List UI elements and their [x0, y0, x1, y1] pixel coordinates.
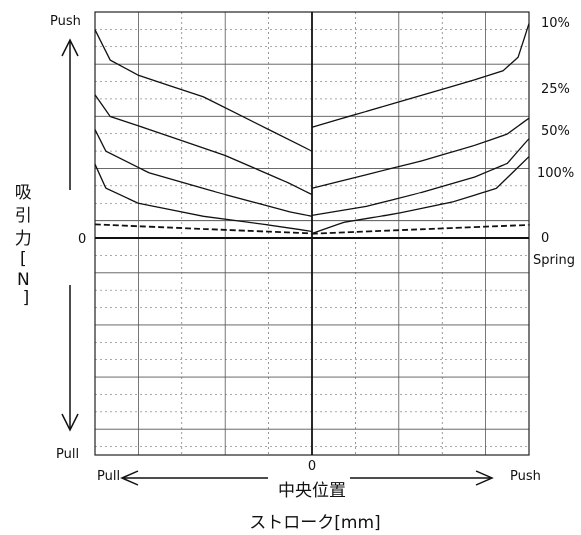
series-line-push-3 — [311, 155, 530, 235]
y-axis-title: 吸 引 力 [ N ] — [15, 183, 37, 308]
x-axis-arrow — [120, 470, 494, 486]
series-line-push-0 — [311, 22, 530, 128]
y-bottom-label: Pull — [56, 447, 79, 462]
x-center-label: 0 — [308, 459, 316, 474]
series-layer — [94, 22, 530, 235]
x-left-label: Pull — [97, 469, 120, 484]
curve-label-50: 50% — [541, 124, 570, 139]
y-top-label: Push — [50, 14, 81, 29]
y-zero-label: 0 — [78, 232, 86, 247]
curve-label-zero: 0 — [541, 231, 549, 246]
series-line-pull-7 — [94, 94, 313, 196]
series-line-push-1 — [311, 117, 530, 189]
curve-label-25: 25% — [541, 82, 570, 97]
x-right-label: Push — [510, 469, 541, 484]
series-line-push-2 — [311, 137, 530, 217]
curve-label-spring: Spring — [533, 253, 575, 268]
curve-label-100: 100% — [537, 166, 574, 181]
series-line-push-4 — [311, 224, 530, 235]
series-line-pull-5 — [94, 163, 313, 233]
x-axis-title: ストローク[mm] — [249, 513, 380, 533]
series-line-pull-9 — [94, 223, 313, 235]
curve-label-10: 10% — [541, 16, 570, 31]
series-line-pull-8 — [94, 29, 313, 152]
series-line-pull-6 — [94, 129, 313, 217]
y-axis-arrow — [61, 38, 79, 432]
x-center-caption: 中央位置 — [278, 481, 346, 501]
